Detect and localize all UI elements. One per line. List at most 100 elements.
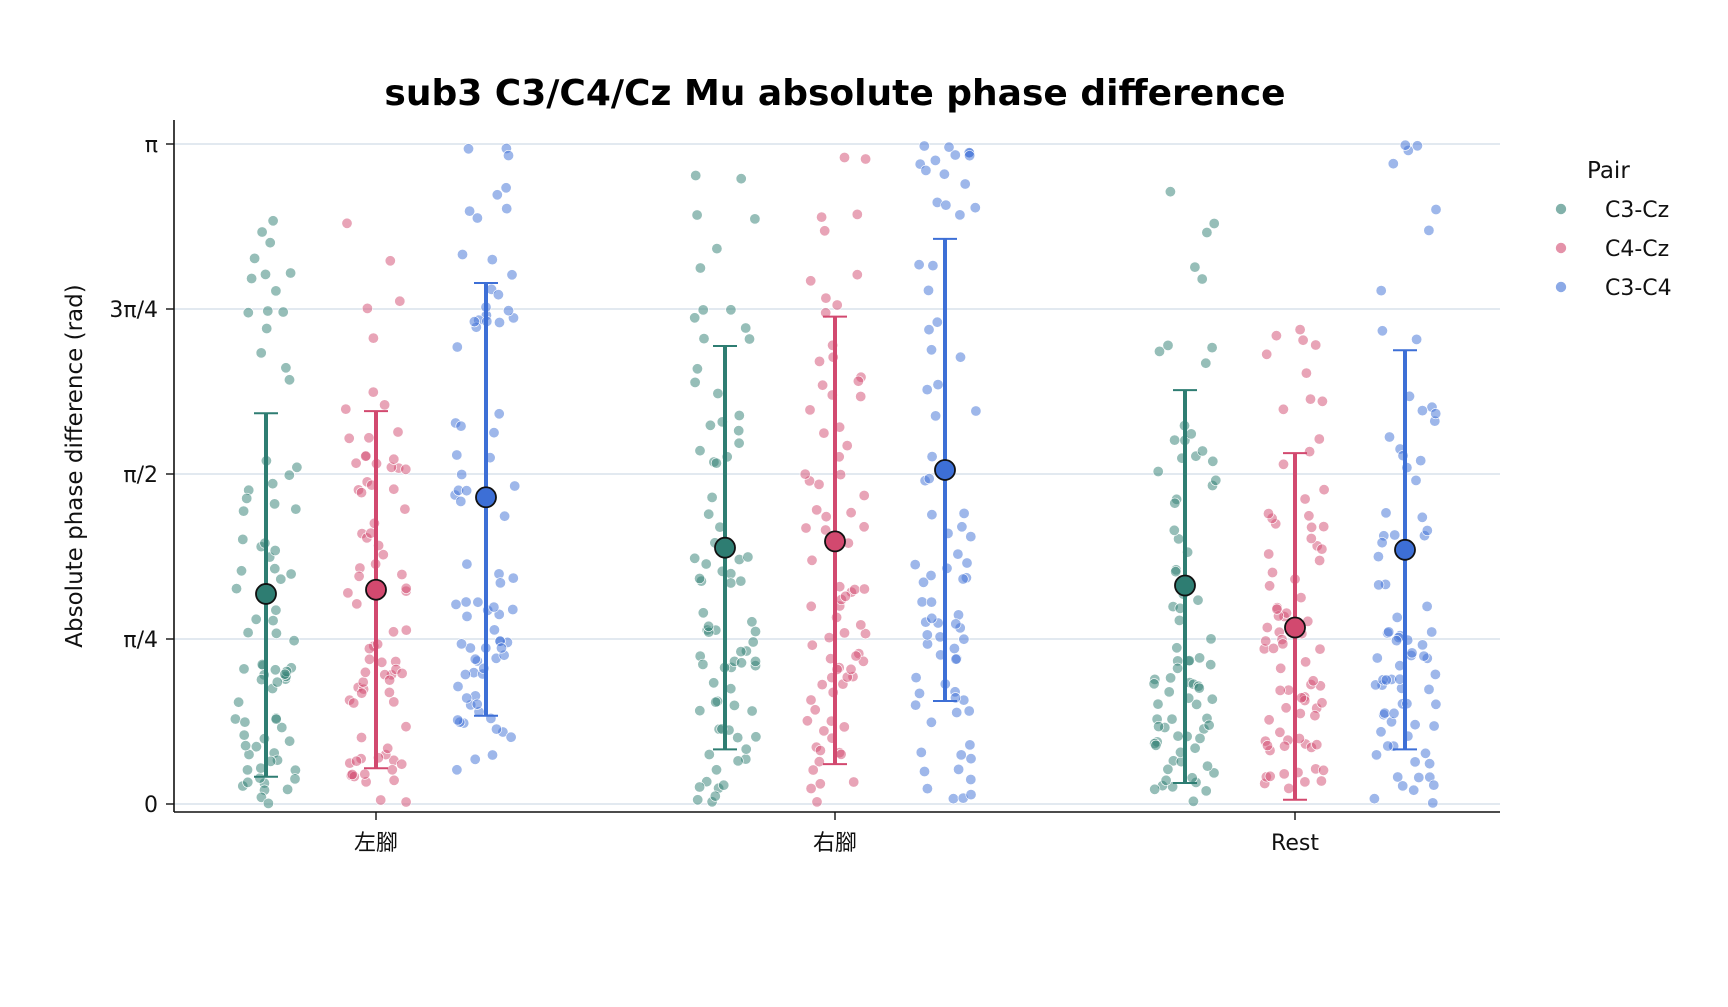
data-point-c3-cz — [698, 333, 710, 345]
data-point-c3-cz — [725, 577, 737, 589]
data-point-c4-cz — [1263, 714, 1275, 726]
data-point-c3-cz — [1162, 763, 1174, 775]
data-point-c3-c4 — [923, 473, 935, 485]
data-point-c3-cz — [1207, 455, 1219, 467]
data-point-c4-cz — [1300, 656, 1312, 668]
data-point-c3-cz — [267, 615, 279, 627]
data-point-c3-c4 — [1426, 626, 1438, 638]
data-point-c3-c4 — [1380, 507, 1392, 519]
data-point-c3-c4 — [913, 259, 925, 271]
data-point-c3-c4 — [1388, 707, 1400, 719]
data-point-c4-cz — [820, 511, 832, 523]
chart-title: sub3 C3/C4/Cz Mu absolute phase differen… — [384, 73, 1285, 114]
data-point-c3-c4 — [1397, 780, 1409, 792]
data-point-c3-c4 — [461, 692, 473, 704]
data-point-c3-c4 — [499, 510, 511, 522]
data-point-c3-c4 — [921, 629, 933, 641]
data-point-c3-cz — [267, 215, 279, 227]
data-point-c4-cz — [343, 432, 355, 444]
data-point-c3-c4 — [1375, 726, 1387, 738]
data-point-c3-cz — [238, 663, 250, 675]
data-point-c3-cz — [1169, 434, 1181, 446]
data-point-c3-cz — [1206, 342, 1218, 354]
data-point-c3-c4 — [925, 596, 937, 608]
data-point-c3-cz — [1166, 713, 1178, 725]
data-point-c3-cz — [749, 213, 761, 225]
data-point-c3-cz — [1152, 698, 1164, 710]
data-point-c4-cz — [375, 794, 387, 806]
data-point-c4-cz — [839, 590, 851, 602]
data-point-c3-cz — [700, 558, 712, 570]
data-point-c4-cz — [859, 628, 871, 640]
data-point-c3-cz — [690, 170, 702, 182]
data-point-c3-c4 — [969, 202, 981, 214]
data-point-c4-cz — [384, 255, 396, 267]
mean-marker-c3-cz — [1174, 574, 1196, 597]
data-point-c3-cz — [291, 461, 303, 473]
data-point-c3-cz — [749, 655, 761, 667]
data-point-c3-c4 — [1421, 524, 1433, 536]
data-point-c3-cz — [711, 243, 723, 255]
data-point-c4-cz — [819, 225, 831, 237]
data-point-c3-c4 — [922, 284, 934, 296]
data-point-c3-cz — [725, 568, 737, 580]
data-point-c3-cz — [1210, 474, 1222, 486]
data-point-c4-cz — [811, 504, 823, 516]
data-point-c3-c4 — [506, 269, 518, 281]
data-point-c3-c4 — [917, 576, 929, 588]
data-point-c4-cz — [383, 686, 395, 698]
data-point-c3-cz — [1187, 795, 1199, 807]
data-point-c3-c4 — [965, 531, 977, 543]
data-point-c4-cz — [1305, 393, 1317, 405]
data-point-c3-cz — [709, 790, 721, 802]
data-point-c4-cz — [813, 478, 825, 490]
data-point-c3-cz — [1172, 662, 1184, 674]
data-point-c4-cz — [838, 627, 850, 639]
data-point-c4-cz — [1270, 330, 1282, 342]
data-point-c3-cz — [1191, 698, 1203, 710]
data-point-c3-c4 — [943, 141, 955, 153]
data-point-c3-c4 — [1375, 285, 1387, 297]
data-point-c3-cz — [282, 783, 294, 795]
data-point-c3-c4 — [493, 408, 505, 420]
data-point-c3-c4 — [1430, 698, 1442, 710]
data-point-c3-c4 — [469, 753, 481, 765]
data-point-c3-cz — [728, 699, 740, 711]
data-point-c3-c4 — [957, 573, 969, 585]
data-point-c4-cz — [400, 721, 412, 733]
data-point-c3-cz — [237, 533, 249, 545]
data-point-c3-cz — [1203, 719, 1215, 731]
data-point-c4-cz — [841, 440, 853, 452]
data-point-c3-cz — [269, 563, 281, 575]
data-point-c3-c4 — [955, 749, 967, 761]
data-point-c3-c4 — [949, 149, 961, 161]
data-point-c3-c4 — [492, 289, 504, 301]
data-point-c3-cz — [285, 267, 297, 279]
data-point-c4-cz — [852, 375, 864, 387]
data-point-c3-cz — [718, 779, 730, 791]
data-point-c4-cz — [816, 679, 828, 691]
data-point-c3-c4 — [1413, 771, 1425, 783]
data-point-c3-cz — [283, 374, 295, 386]
data-point-c3-c4 — [471, 212, 483, 224]
mean-marker-c4-cz — [824, 530, 846, 553]
data-point-c4-cz — [804, 404, 816, 416]
data-point-c3-cz — [725, 683, 737, 695]
data-point-c4-cz — [849, 583, 861, 595]
data-point-c3-c4 — [950, 618, 962, 630]
mean-marker-c4-cz — [365, 578, 387, 601]
data-point-c3-c4 — [1376, 325, 1388, 337]
data-point-c3-cz — [1200, 357, 1212, 369]
data-point-c3-cz — [732, 732, 744, 744]
data-point-c3-cz — [1205, 633, 1217, 645]
data-point-c3-c4 — [963, 705, 975, 717]
data-point-c3-c4 — [929, 154, 941, 166]
data-point-c3-cz — [279, 668, 291, 680]
data-point-c3-c4 — [1427, 797, 1439, 809]
data-point-c4-cz — [1305, 532, 1317, 544]
data-point-c3-c4 — [455, 495, 467, 507]
data-point-c3-cz — [740, 322, 752, 334]
data-point-c3-cz — [1167, 781, 1179, 793]
data-point-c4-cz — [1306, 521, 1318, 533]
data-point-c4-cz — [799, 468, 811, 480]
